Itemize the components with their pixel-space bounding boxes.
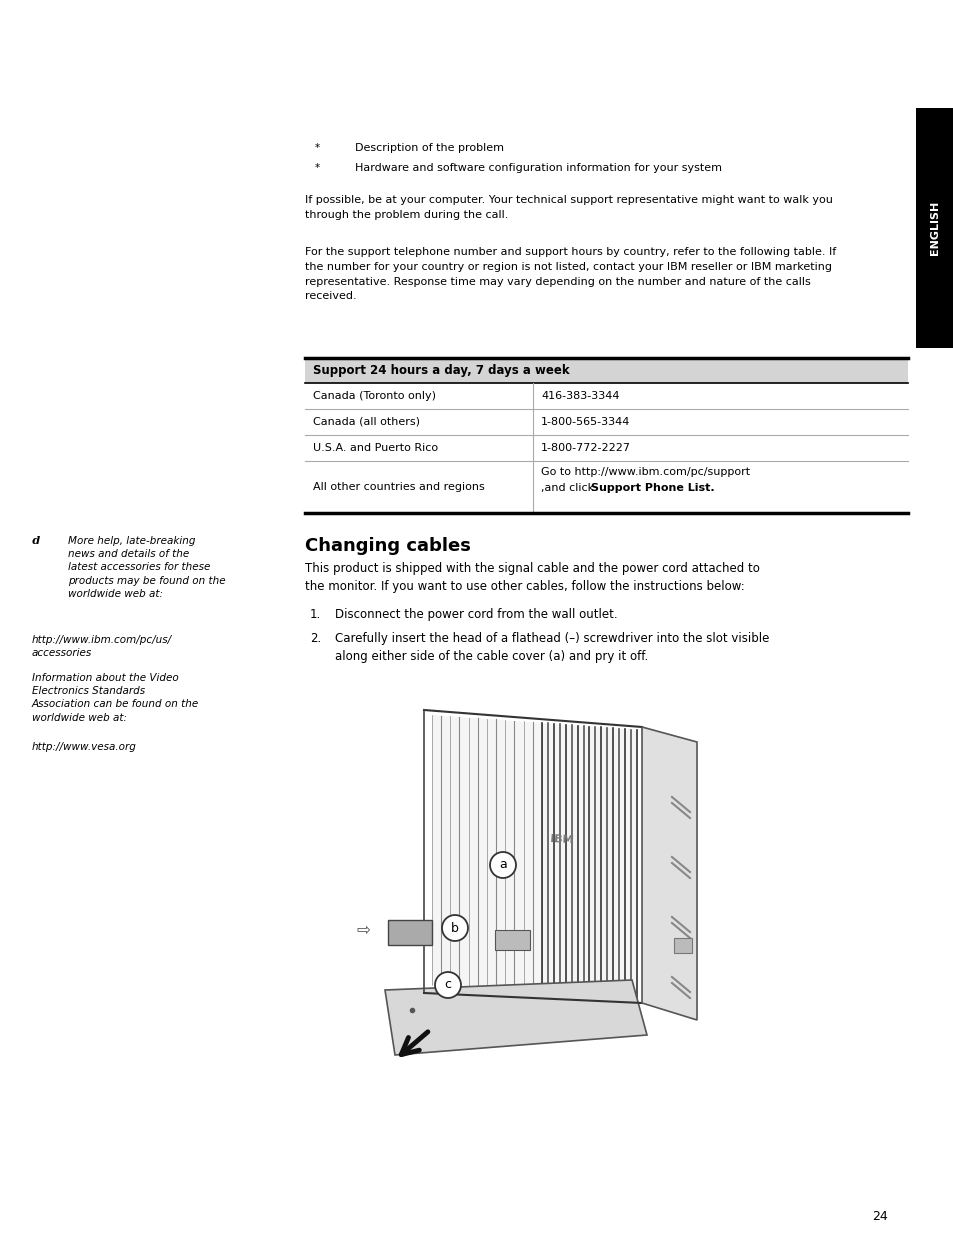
Text: Go to http://www.ibm.com/pc/support: Go to http://www.ibm.com/pc/support	[540, 467, 749, 477]
Text: b: b	[451, 921, 458, 935]
Polygon shape	[432, 715, 637, 998]
Polygon shape	[641, 727, 697, 1020]
Text: Support 24 hours a day, 7 days a week: Support 24 hours a day, 7 days a week	[313, 364, 569, 377]
Text: http://www.ibm.com/pc/us/
accessories: http://www.ibm.com/pc/us/ accessories	[32, 635, 172, 658]
Text: All other countries and regions: All other countries and regions	[313, 482, 484, 492]
Text: Carefully insert the head of a flathead (–) screwdriver into the slot visible
al: Carefully insert the head of a flathead …	[335, 632, 768, 663]
Text: Canada (Toronto only): Canada (Toronto only)	[313, 391, 436, 401]
Text: 1-800-772-2227: 1-800-772-2227	[540, 443, 630, 453]
Text: IBM: IBM	[550, 835, 574, 846]
Polygon shape	[673, 939, 691, 953]
Text: Disconnect the power cord from the wall outlet.: Disconnect the power cord from the wall …	[335, 608, 617, 621]
Text: 24: 24	[871, 1210, 887, 1223]
Text: Canada (all others): Canada (all others)	[313, 417, 419, 427]
Polygon shape	[495, 930, 530, 950]
Text: ᵈ: ᵈ	[32, 536, 41, 555]
Text: 1.: 1.	[310, 608, 321, 621]
Text: a: a	[498, 858, 506, 872]
Circle shape	[441, 915, 468, 941]
Text: *: *	[314, 163, 320, 173]
Bar	[915, 107, 953, 348]
Text: Description of the problem: Description of the problem	[355, 143, 503, 153]
Bar	[305, 358, 907, 383]
Text: More help, late-breaking
news and details of the
latest accessories for these
pr: More help, late-breaking news and detail…	[68, 536, 226, 599]
Text: 1-800-565-3344: 1-800-565-3344	[540, 417, 630, 427]
Text: U.S.A. and Puerto Rico: U.S.A. and Puerto Rico	[313, 443, 437, 453]
Text: Hardware and software configuration information for your system: Hardware and software configuration info…	[355, 163, 721, 173]
Circle shape	[435, 972, 460, 998]
Text: ,and click: ,and click	[540, 483, 597, 493]
Circle shape	[490, 852, 516, 878]
Text: If possible, be at your computer. Your technical support representative might wa: If possible, be at your computer. Your t…	[305, 195, 832, 220]
Text: Support Phone List.: Support Phone List.	[590, 483, 714, 493]
Text: ENGLISH: ENGLISH	[929, 201, 939, 256]
Text: *: *	[314, 143, 320, 153]
Text: http://www.vesa.org: http://www.vesa.org	[32, 742, 136, 752]
Text: This product is shipped with the signal cable and the power cord attached to
the: This product is shipped with the signal …	[305, 562, 760, 593]
Polygon shape	[388, 920, 432, 945]
Polygon shape	[385, 981, 646, 1055]
Text: c: c	[444, 978, 451, 992]
Text: For the support telephone number and support hours by country, refer to the foll: For the support telephone number and sup…	[305, 247, 836, 301]
Text: ⇨: ⇨	[355, 921, 370, 939]
Text: 416-383-3344: 416-383-3344	[540, 391, 618, 401]
Text: 2.: 2.	[310, 632, 321, 645]
Text: Information about the Video
Electronics Standards
Association can be found on th: Information about the Video Electronics …	[32, 673, 199, 722]
Text: Changing cables: Changing cables	[305, 537, 471, 555]
